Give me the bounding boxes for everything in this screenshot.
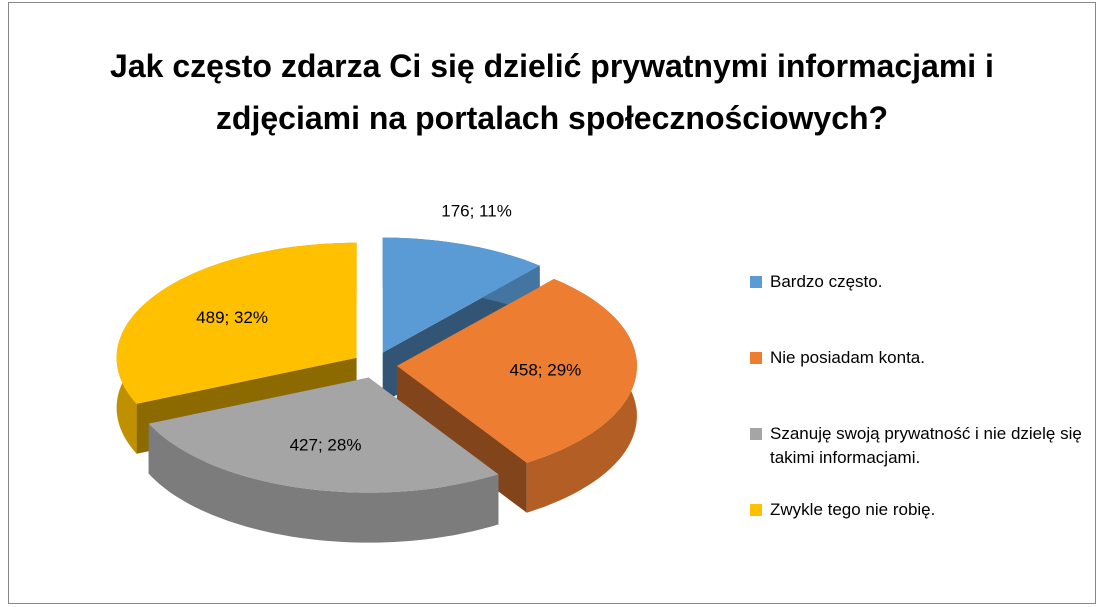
slice-wall [148, 423, 499, 543]
legend-item: Zwykle tego nie robię. [750, 498, 1090, 574]
chart-border [8, 2, 1096, 604]
legend: Bardzo często. Nie posiadam konta. Szanuję… [750, 270, 1090, 574]
slice [382, 237, 540, 353]
legend-swatch [750, 428, 762, 440]
slice [148, 377, 499, 493]
legend-label: Nie posiadam konta. [770, 348, 925, 367]
legend-item: Szanuję swoją prywatność i nie dzielę si… [750, 422, 1090, 498]
data-label: 489; 32% [196, 308, 268, 327]
legend-label: Zwykle tego nie robię. [770, 500, 936, 519]
data-label: 176; 11% [441, 201, 512, 220]
legend-item: Bardzo często. [750, 270, 1090, 346]
legend-swatch [750, 352, 762, 364]
legend-swatch [750, 504, 762, 516]
legend-label: Bardzo często. [770, 272, 883, 291]
data-label: 427; 28% [290, 435, 362, 454]
slice [396, 279, 637, 463]
legend-swatch [750, 276, 762, 288]
data-label: 458; 29% [509, 360, 581, 379]
legend-item: Nie posiadam konta. [750, 346, 1090, 422]
slice [116, 242, 357, 404]
legend-label: Szanuję swoją prywatność i nie dzielę si… [770, 424, 1082, 467]
chart-title: Jak często zdarza Ci się dzielić prywatn… [110, 48, 994, 136]
